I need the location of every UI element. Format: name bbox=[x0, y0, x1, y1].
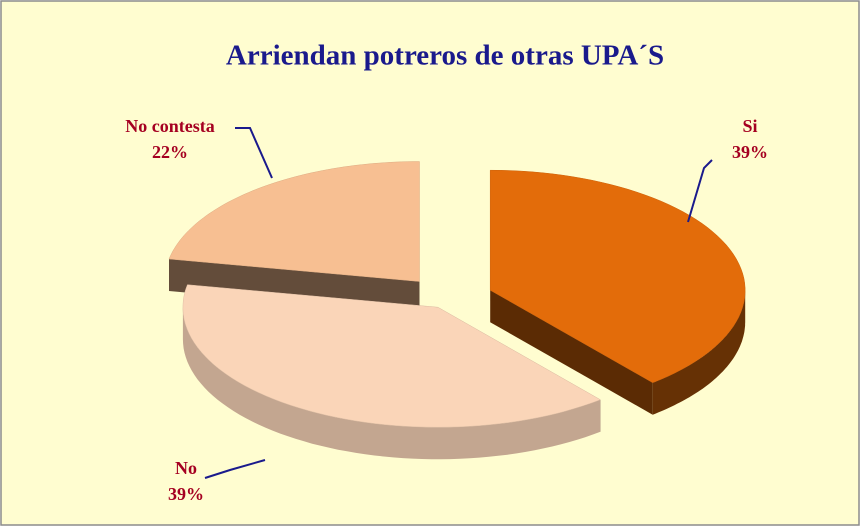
slice-top bbox=[182, 284, 601, 428]
slice-top bbox=[489, 169, 746, 383]
leader-line bbox=[204, 459, 266, 479]
value-label: 39% bbox=[732, 142, 768, 162]
labels: Si 39% No 39% No contesta 22% bbox=[125, 116, 768, 504]
chart-title: Arriendan potreros de otras UPA´S bbox=[226, 40, 664, 72]
slice-side bbox=[182, 307, 601, 460]
slice-wall bbox=[490, 290, 653, 415]
leader-line bbox=[235, 127, 273, 179]
leader-line bbox=[687, 159, 713, 223]
pie bbox=[168, 161, 746, 460]
value-label: 22% bbox=[152, 142, 188, 162]
category-label: No contesta bbox=[125, 116, 214, 136]
slice-side bbox=[652, 290, 746, 415]
value-label: 39% bbox=[168, 484, 204, 504]
slice bbox=[182, 284, 601, 460]
category-label: No bbox=[175, 458, 197, 478]
slice bbox=[489, 169, 746, 415]
slice-top bbox=[168, 161, 420, 282]
category-label: Si bbox=[742, 116, 757, 136]
